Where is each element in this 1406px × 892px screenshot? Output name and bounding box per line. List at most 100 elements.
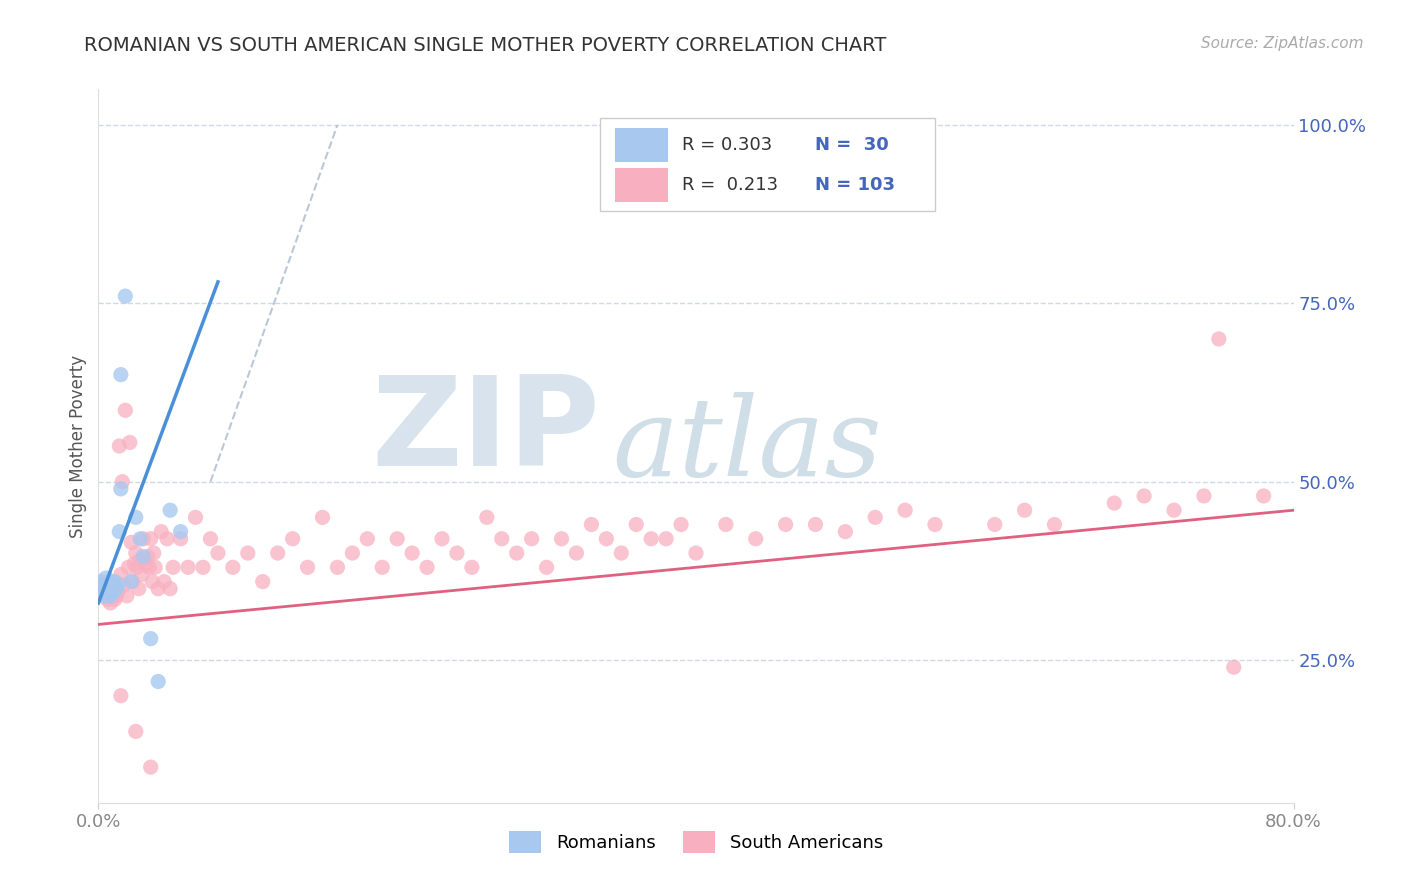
Point	[118, 435, 141, 450]
Point	[124, 557, 146, 571]
Point	[267, 546, 290, 560]
Text: ZIP: ZIP	[371, 371, 600, 492]
Point	[236, 546, 259, 560]
FancyBboxPatch shape	[600, 118, 935, 211]
Point	[120, 574, 142, 589]
Point	[924, 517, 946, 532]
Point	[101, 589, 124, 603]
Point	[111, 475, 134, 489]
Y-axis label: Single Mother Poverty: Single Mother Poverty	[69, 354, 87, 538]
Point	[94, 589, 117, 603]
Point	[131, 567, 153, 582]
Point	[132, 549, 155, 564]
Point	[98, 589, 122, 603]
Point	[169, 524, 191, 539]
Point	[371, 560, 394, 574]
Point	[103, 589, 125, 603]
Point	[416, 560, 439, 574]
Point	[129, 553, 152, 567]
Point	[103, 585, 125, 599]
Point	[139, 760, 162, 774]
Text: R =  0.213: R = 0.213	[682, 176, 778, 194]
Point	[91, 589, 114, 603]
Legend: Romanians, South Americans: Romanians, South Americans	[502, 823, 890, 860]
Point	[94, 589, 117, 603]
Point	[143, 560, 166, 574]
Text: Source: ZipAtlas.com: Source: ZipAtlas.com	[1201, 36, 1364, 51]
Point	[110, 567, 132, 582]
Point	[610, 546, 633, 560]
Point	[91, 582, 114, 596]
Point	[93, 585, 115, 599]
Point	[169, 532, 191, 546]
Point	[98, 574, 122, 589]
Point	[536, 560, 558, 574]
Point	[430, 532, 453, 546]
Point	[385, 532, 409, 546]
Point	[342, 546, 364, 560]
Point	[129, 532, 152, 546]
Point	[103, 578, 125, 592]
Bar	[614, 128, 668, 162]
Point	[1163, 503, 1185, 517]
Point	[107, 578, 129, 592]
Point	[252, 574, 274, 589]
Point	[125, 546, 148, 560]
Point	[401, 546, 423, 560]
Point	[108, 439, 131, 453]
Point	[107, 585, 129, 599]
Point	[148, 582, 170, 596]
Point	[117, 560, 139, 574]
Point	[89, 578, 111, 592]
Point	[984, 517, 1007, 532]
Point	[461, 560, 484, 574]
Point	[520, 532, 543, 546]
Point	[159, 503, 181, 517]
Point	[89, 582, 111, 596]
Point	[125, 510, 148, 524]
Point	[446, 546, 468, 560]
Point	[281, 532, 304, 546]
Point	[491, 532, 513, 546]
Point	[93, 585, 115, 599]
Point	[110, 689, 132, 703]
Point	[112, 578, 135, 592]
Point	[115, 589, 138, 603]
Point	[222, 560, 245, 574]
Point	[745, 532, 768, 546]
Point	[1253, 489, 1275, 503]
Point	[139, 632, 162, 646]
Point	[550, 532, 572, 546]
Point	[685, 546, 707, 560]
Point	[326, 560, 349, 574]
Point	[96, 585, 118, 599]
Point	[128, 582, 150, 596]
Point	[207, 546, 229, 560]
Point	[150, 524, 173, 539]
Point	[97, 582, 120, 596]
Point	[1014, 503, 1036, 517]
Point	[90, 578, 112, 592]
Point	[655, 532, 678, 546]
Text: N = 103: N = 103	[815, 176, 896, 194]
Point	[127, 560, 149, 574]
Point	[775, 517, 797, 532]
Point	[714, 517, 737, 532]
Point	[96, 592, 118, 607]
Point	[191, 560, 214, 574]
Text: R = 0.303: R = 0.303	[682, 136, 772, 153]
Point	[834, 524, 856, 539]
Point	[94, 571, 117, 585]
Text: N =  30: N = 30	[815, 136, 889, 153]
Point	[153, 574, 176, 589]
Point	[640, 532, 662, 546]
Point	[105, 589, 128, 603]
Point	[162, 560, 184, 574]
Text: ROMANIAN VS SOUTH AMERICAN SINGLE MOTHER POVERTY CORRELATION CHART: ROMANIAN VS SOUTH AMERICAN SINGLE MOTHER…	[84, 36, 887, 54]
Point	[1192, 489, 1215, 503]
Point	[97, 585, 120, 599]
Point	[139, 532, 162, 546]
Point	[311, 510, 333, 524]
Point	[132, 532, 155, 546]
Point	[110, 482, 132, 496]
